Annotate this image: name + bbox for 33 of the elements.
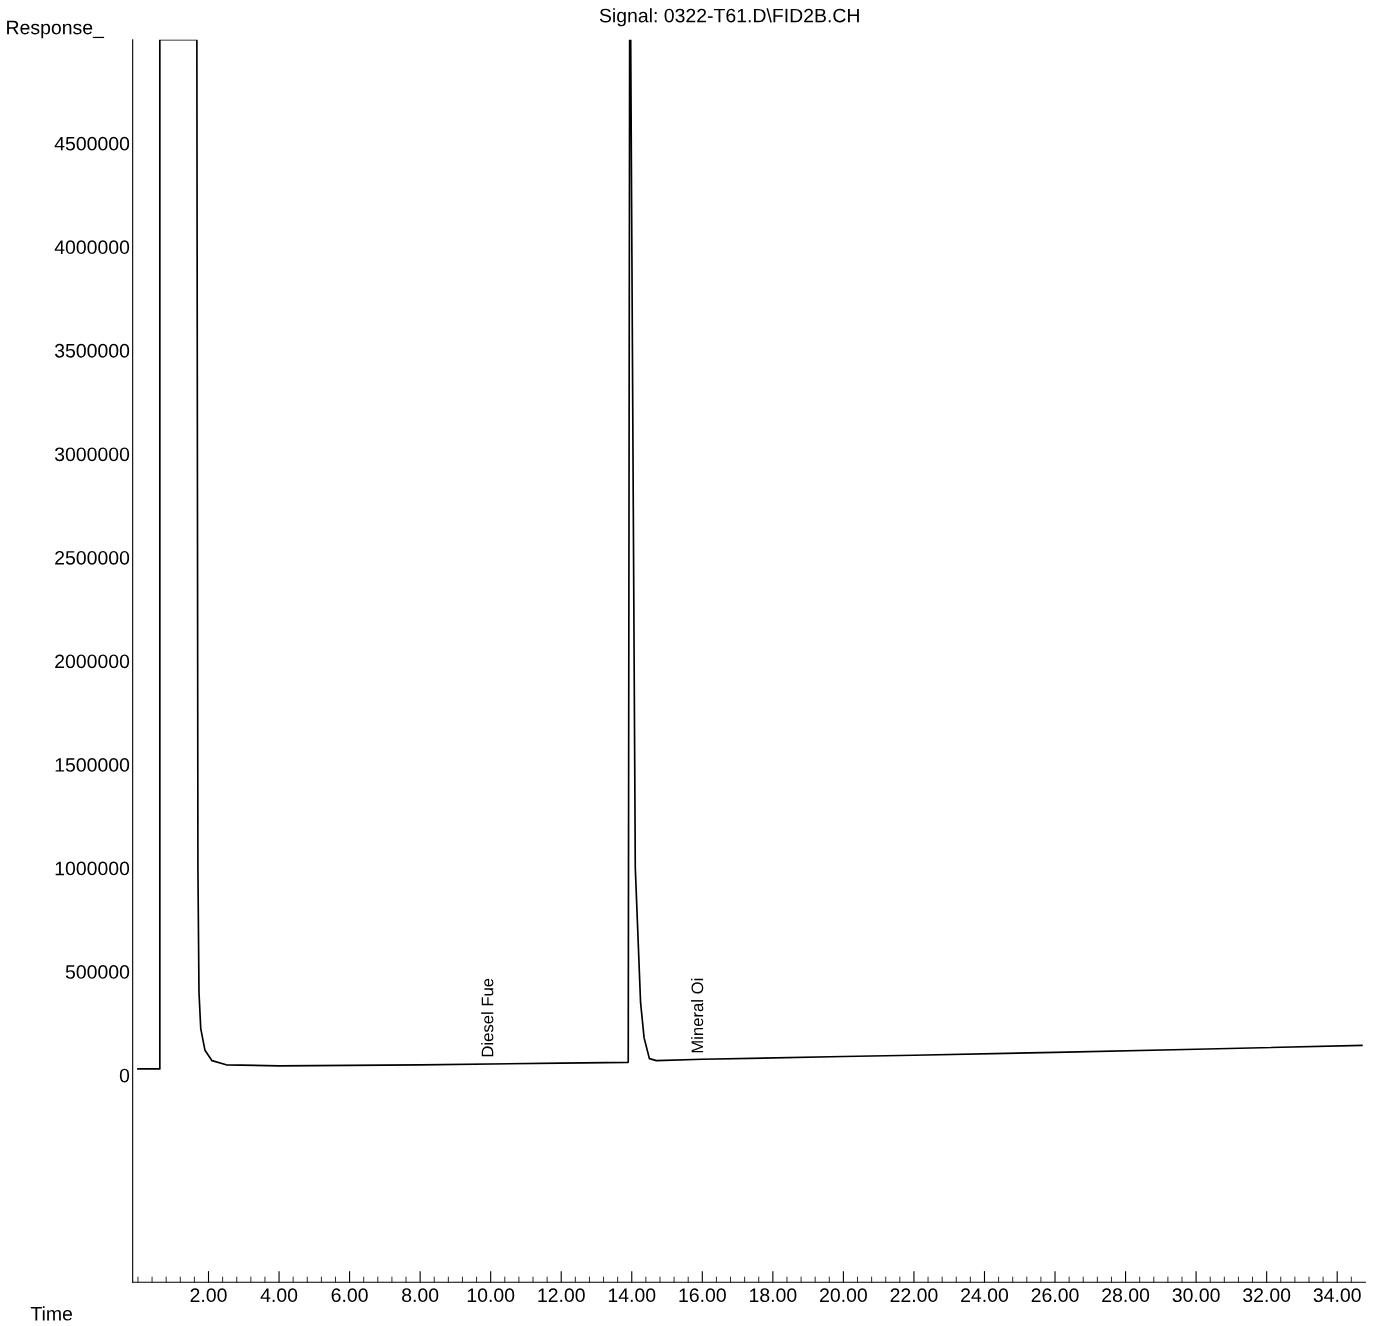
x-tick-label: 12.00 <box>538 1288 585 1303</box>
y-tick-label: 3000000 <box>54 447 130 462</box>
x-tick-label: 26.00 <box>1031 1288 1079 1303</box>
x-tick-label: 2.00 <box>190 1288 227 1303</box>
y-tick-label: 1500000 <box>55 758 130 772</box>
x-tick-label: 4.00 <box>260 1288 298 1303</box>
y-tick-label: 3500000 <box>54 343 130 358</box>
y-axis-title: Response_ <box>7 20 105 39</box>
x-tick-label: 32.00 <box>1243 1288 1291 1303</box>
x-tick-label: 34.00 <box>1313 1288 1361 1303</box>
x-tick-label: 28.00 <box>1102 1288 1150 1303</box>
annotation: Mineral Oi <box>691 978 704 1053</box>
x-tick-label: 18.00 <box>750 1288 797 1303</box>
x-axis-title: Time <box>30 1306 73 1321</box>
annotation: Diesel Fue <box>481 978 494 1057</box>
line-series <box>137 39 1363 1070</box>
x-tick-label: 30.00 <box>1172 1288 1220 1303</box>
y-tick-label: 4000000 <box>54 240 130 255</box>
x-tick-label: 22.00 <box>890 1288 938 1303</box>
x-tick-label: 24.00 <box>961 1288 1009 1303</box>
chart-title: Signal: 0322-T61.D\FID2B.CH <box>599 8 859 27</box>
x-tick-label: 6.00 <box>331 1288 368 1303</box>
x-tick-label: 16.00 <box>679 1288 726 1303</box>
y-tick-label: 0 <box>119 1068 130 1083</box>
y-tick-label: 2500000 <box>55 550 130 565</box>
y-tick-label: 500000 <box>65 965 130 979</box>
y-tick-label: 1000000 <box>55 861 130 876</box>
x-tick-label: 10.00 <box>467 1288 515 1303</box>
y-tick-label: 2000000 <box>55 654 130 669</box>
y-tick-label: 4500000 <box>54 136 130 151</box>
x-tick-label: 20.00 <box>820 1288 867 1303</box>
x-tick-label: 14.00 <box>608 1288 656 1303</box>
x-tick-label: 8.00 <box>402 1288 439 1303</box>
